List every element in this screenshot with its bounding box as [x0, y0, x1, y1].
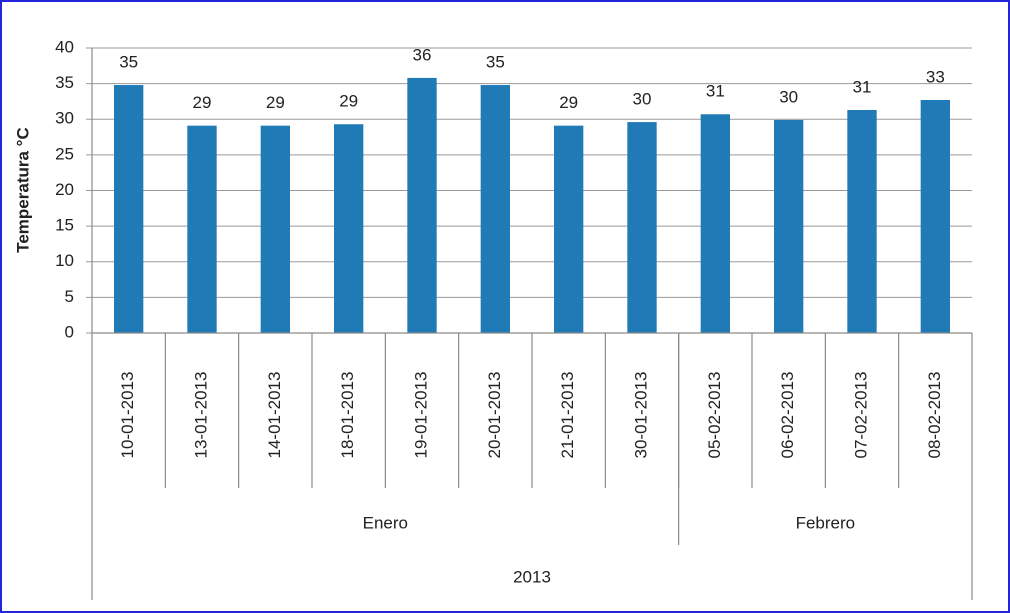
- y-tick-label: 5: [65, 287, 74, 306]
- year-label: 2013: [513, 567, 551, 586]
- x-tick-label: 07-02-2013: [851, 372, 870, 459]
- group-label: Febrero: [796, 513, 856, 532]
- value-label: 31: [706, 82, 725, 101]
- x-tick-label: 30-01-2013: [631, 372, 650, 459]
- x-tick-label: 13-01-2013: [191, 372, 210, 459]
- bar: [187, 125, 217, 333]
- value-label: 35: [119, 53, 138, 72]
- y-tick-label: 10: [55, 251, 74, 270]
- y-tick-label: 15: [55, 216, 74, 235]
- bar: [847, 109, 877, 333]
- bar: [260, 125, 290, 333]
- x-tick-label: 06-02-2013: [778, 372, 797, 459]
- value-label: 29: [559, 93, 578, 112]
- y-tick-label: 0: [65, 322, 74, 341]
- x-tick-label: 14-01-2013: [265, 372, 284, 459]
- bar: [920, 100, 950, 333]
- value-label: 33: [926, 67, 945, 86]
- x-tick-label: 08-02-2013: [925, 372, 944, 459]
- bar: [334, 124, 364, 333]
- y-tick-label: 35: [55, 73, 74, 92]
- x-tick-label: 19-01-2013: [411, 372, 430, 459]
- y-axis-label: Temperatura °C: [13, 127, 32, 253]
- x-tick-label: 20-01-2013: [485, 372, 504, 459]
- bar: [114, 85, 144, 333]
- bar: [407, 77, 437, 333]
- bar: [554, 125, 584, 333]
- y-tick-label: 40: [55, 37, 74, 56]
- x-tick-label: 18-01-2013: [338, 372, 357, 459]
- value-label: 31: [853, 77, 872, 96]
- value-label: 36: [413, 45, 432, 64]
- bar: [627, 122, 657, 333]
- value-label: 30: [779, 87, 798, 106]
- x-tick-label: 05-02-2013: [705, 372, 724, 459]
- value-label: 29: [339, 92, 358, 111]
- x-tick-label: 10-01-2013: [118, 372, 137, 459]
- value-label: 30: [633, 90, 652, 109]
- value-label: 29: [266, 93, 285, 112]
- value-label: 29: [193, 93, 212, 112]
- y-tick-label: 25: [55, 144, 74, 163]
- x-tick-label: 21-01-2013: [558, 372, 577, 459]
- y-tick-label: 30: [55, 109, 74, 128]
- bar: [774, 119, 804, 334]
- y-tick-label: 20: [55, 180, 74, 199]
- bar: [700, 114, 730, 333]
- group-label: Enero: [363, 513, 408, 532]
- bar: [480, 85, 510, 333]
- value-label: 35: [486, 53, 505, 72]
